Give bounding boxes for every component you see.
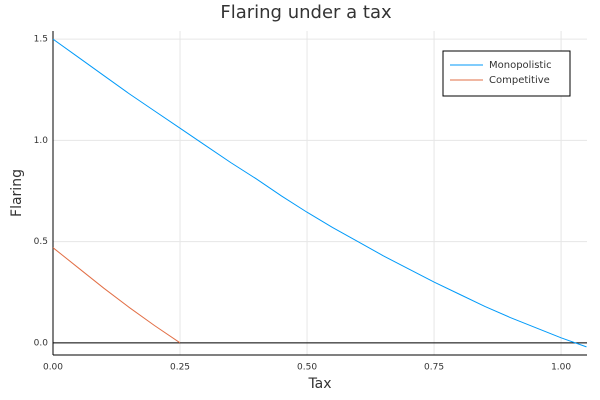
- y-tick-label: 0.0: [34, 338, 49, 348]
- x-tick-label: 0.50: [297, 363, 317, 373]
- x-tick-label: 0.25: [170, 363, 190, 373]
- y-tick-label: 1.0: [34, 136, 49, 146]
- series-line: [52, 38, 587, 348]
- x-axis-label: Tax: [307, 376, 331, 392]
- series-line: [52, 247, 181, 344]
- chart-title: Flaring under a tax: [220, 2, 392, 23]
- legend-label: Competitive: [489, 75, 550, 86]
- y-tick-label: 1.5: [34, 35, 48, 45]
- x-tick-label: 1.00: [551, 363, 571, 373]
- x-tick-label: 0.75: [424, 363, 444, 373]
- y-axis-label: Flaring: [9, 169, 25, 217]
- legend-box: [442, 50, 571, 97]
- y-tick-label: 0.5: [34, 237, 48, 247]
- legend-label: Monopolistic: [489, 60, 552, 71]
- x-tick-label: 0.00: [43, 363, 63, 373]
